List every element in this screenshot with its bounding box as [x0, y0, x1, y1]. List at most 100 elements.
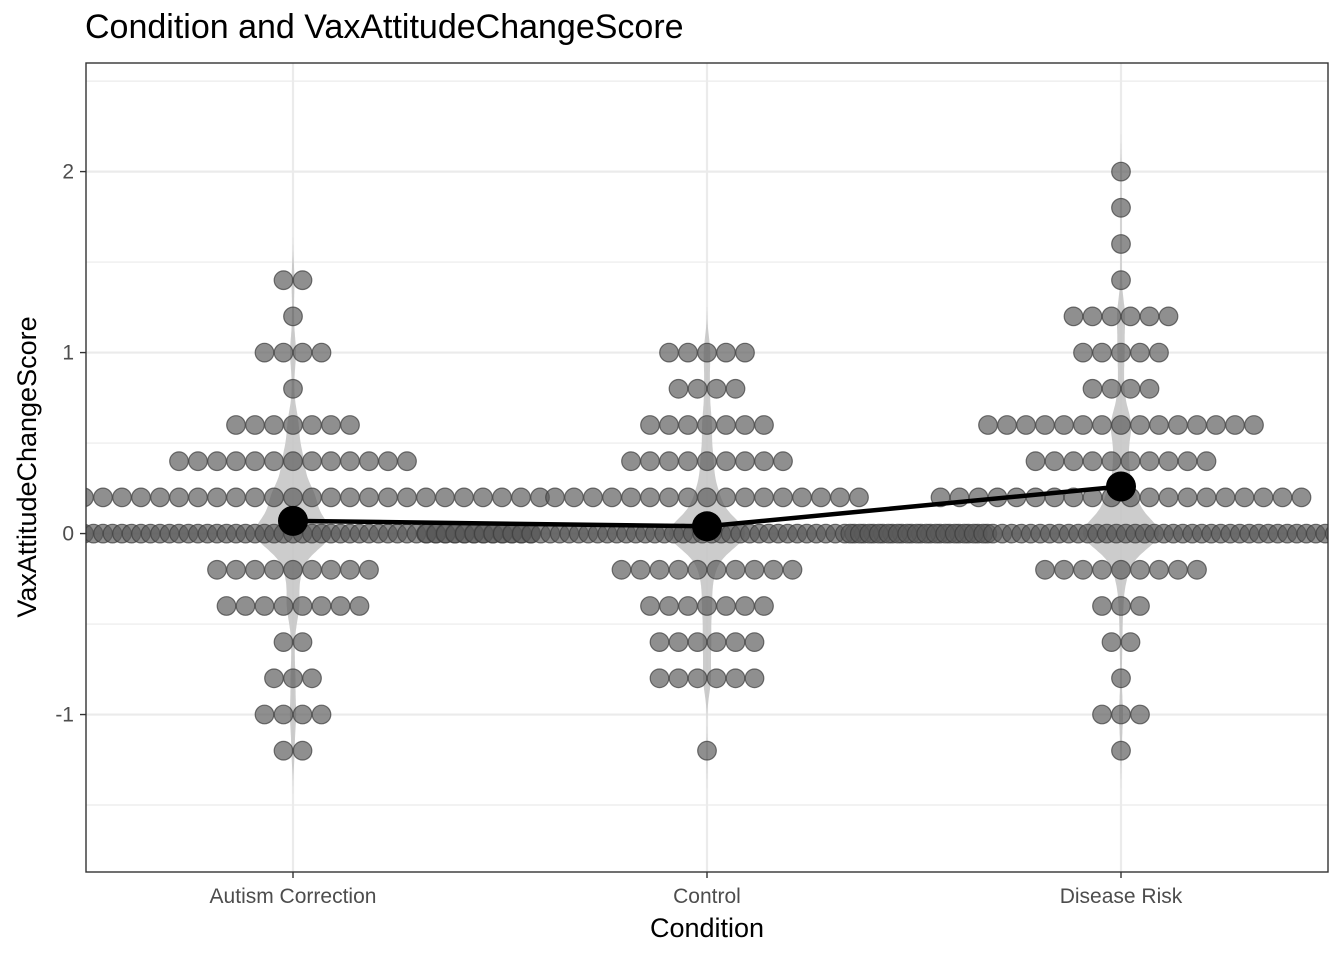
data-dot [649, 632, 670, 652]
data-dot [1168, 415, 1188, 435]
data-dot [1035, 559, 1055, 580]
data-dot [1111, 197, 1131, 218]
data-dot [1092, 559, 1112, 580]
data-dot [302, 559, 322, 580]
data-dot [245, 487, 265, 508]
data-dot [716, 342, 736, 363]
data-dot [235, 596, 256, 616]
data-dot [678, 342, 698, 363]
data-dot [1234, 487, 1255, 508]
data-dot [273, 704, 294, 725]
data-dot [697, 451, 717, 472]
data-dot [1092, 596, 1112, 616]
data-dot [687, 378, 708, 399]
data-dot [150, 487, 170, 508]
data-dot [1130, 342, 1150, 363]
data-dot [302, 415, 322, 435]
data-dot [321, 559, 341, 580]
data-dot [226, 487, 246, 508]
data-dot [754, 596, 774, 616]
data-dot [659, 342, 679, 363]
data-dot [611, 559, 632, 580]
data-dot [621, 451, 641, 472]
data-dot [397, 487, 417, 508]
data-dot [311, 704, 332, 725]
y-tick-label: 2 [62, 161, 74, 184]
data-dot [997, 415, 1017, 435]
data-dot [1073, 559, 1093, 580]
data-dot [1158, 451, 1179, 472]
mean-point [278, 505, 308, 536]
data-dot [1187, 415, 1207, 435]
data-dot [735, 451, 755, 472]
data-dot [725, 632, 746, 652]
data-dot [273, 596, 294, 616]
data-dot [1335, 524, 1344, 543]
violin-2 [1083, 126, 1159, 806]
data-dot [706, 668, 727, 689]
data-dot [621, 487, 641, 508]
data-dot [1291, 487, 1312, 508]
data-dot [302, 668, 322, 689]
data-dot [1092, 704, 1112, 725]
data-dot [340, 451, 360, 472]
axis-layer: -1 0 1 2 Autism Correction Control Disease Ris… [55, 161, 1182, 908]
data-dot [716, 451, 736, 472]
data-dot [207, 451, 227, 472]
violin-1 [669, 307, 745, 805]
data-dot [473, 487, 493, 508]
data-dot [56, 488, 75, 507]
data-dot [1120, 378, 1141, 399]
data-dot [245, 451, 265, 472]
data-dot [1272, 487, 1293, 508]
data-dot [264, 487, 284, 508]
data-dot [706, 559, 727, 580]
data-dot [188, 487, 208, 508]
data-dot [86, 487, 94, 508]
data-dot [763, 559, 784, 580]
data-dot [340, 559, 360, 580]
data-dot [254, 596, 275, 616]
data-dot [311, 342, 332, 363]
data-dot [678, 596, 698, 616]
data-dot [131, 487, 151, 508]
data-dot [1158, 487, 1179, 508]
data-dot [1082, 378, 1103, 399]
data-dot [283, 378, 303, 399]
data-dot [659, 487, 679, 508]
data-dot [697, 342, 717, 363]
data-dot [1215, 487, 1236, 508]
data-dot [1101, 632, 1122, 652]
data-dot [725, 668, 746, 689]
data-dot [264, 415, 284, 435]
data-dot [1111, 161, 1131, 182]
data-dot [1177, 487, 1198, 508]
data-dot [254, 342, 275, 363]
data-dot [492, 487, 512, 508]
data-dot [330, 596, 351, 616]
data-dot [378, 451, 398, 472]
data-dot [1101, 378, 1122, 399]
data-dot [1130, 596, 1150, 616]
data-dot [1149, 415, 1169, 435]
data-dot [1092, 415, 1112, 435]
data-dot [640, 487, 660, 508]
data-dot [435, 487, 455, 508]
data-dot [359, 559, 379, 580]
data-dot [716, 487, 736, 508]
data-dot [359, 451, 379, 472]
data-dot [1120, 451, 1141, 472]
data-dot [292, 704, 313, 725]
data-dot [1206, 415, 1226, 435]
x-tick-label: Disease Risk [1060, 885, 1183, 908]
data-dot [640, 415, 660, 435]
data-dot [668, 559, 689, 580]
data-dot [188, 451, 208, 472]
data-dot [292, 632, 313, 652]
data-dot [1120, 632, 1141, 652]
data-dot [1082, 306, 1103, 327]
data-dot [754, 451, 774, 472]
data-dot [773, 487, 793, 508]
data-dot [602, 487, 622, 508]
